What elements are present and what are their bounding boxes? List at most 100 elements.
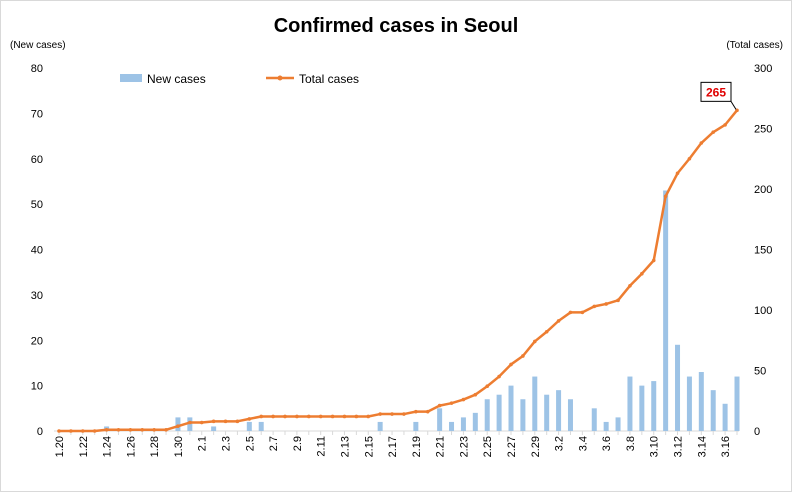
left-axis-tick-label: 30 [31, 290, 43, 302]
left-axis-tick-label: 20 [31, 335, 43, 347]
point-total-cases [354, 414, 359, 419]
point-total-cases [295, 414, 299, 419]
point-total-cases [663, 194, 668, 199]
point-total-cases [152, 427, 156, 432]
bar-new-cases [544, 394, 550, 431]
point-total-cases [69, 429, 73, 433]
bar-new-cases [508, 385, 514, 431]
x-axis-tick-label: 3.6 [601, 436, 613, 451]
data-callout-box [700, 81, 732, 102]
bar-new-cases [246, 421, 252, 431]
x-axis-tick-label: 2.5 [244, 436, 256, 451]
right-axis-tick-label: 50 [754, 366, 766, 378]
bar-new-cases [211, 426, 217, 431]
point-total-cases [568, 310, 573, 315]
right-axis-tick-label: 0 [754, 426, 760, 438]
point-total-cases [223, 419, 228, 424]
left-axis-tick-label: 80 [31, 63, 43, 75]
right-axis-label: (Total cases) [726, 40, 783, 51]
bar-new-cases [615, 417, 621, 431]
bar-new-cases [520, 399, 526, 431]
point-total-cases [580, 310, 585, 315]
point-total-cases [675, 171, 680, 176]
bar-new-cases [734, 376, 740, 431]
point-total-cases [57, 429, 61, 433]
bar-new-cases [591, 408, 597, 431]
bar-new-cases [449, 421, 455, 431]
point-total-cases [140, 427, 145, 432]
point-total-cases [735, 108, 739, 113]
point-total-cases [687, 156, 692, 161]
left-axis-tick-label: 10 [31, 381, 43, 393]
left-axis-tick-label: 40 [31, 245, 43, 257]
legend-swatch-new-cases [120, 74, 142, 82]
x-axis-tick-label: 2.7 [268, 436, 280, 451]
x-axis-tick-label: 2.29 [530, 436, 542, 457]
point-total-cases [164, 427, 168, 432]
x-axis-tick-label: 2.13 [339, 436, 351, 457]
point-total-cases [699, 141, 704, 145]
point-total-cases [176, 424, 180, 428]
bar-new-cases [437, 408, 443, 431]
point-total-cases [92, 429, 97, 433]
point-total-cases [342, 414, 347, 419]
point-total-cases [521, 354, 525, 358]
point-total-cases [235, 419, 240, 424]
left-axis-label: (New cases) [10, 40, 66, 51]
point-total-cases [414, 409, 418, 414]
x-axis-tick-label: 3.4 [577, 436, 589, 451]
x-axis-tick-label: 1.28 [149, 436, 161, 457]
point-total-cases [425, 409, 430, 414]
right-axis-tick-label: 300 [754, 63, 772, 75]
x-axis-tick-label: 2.23 [458, 436, 470, 457]
left-axis-tick-label: 50 [31, 199, 43, 211]
x-axis-tick-label: 2.1 [197, 436, 209, 451]
point-total-cases [604, 302, 608, 306]
bar-layer [104, 190, 740, 431]
point-total-cases [473, 392, 478, 397]
line-layer [57, 108, 739, 433]
data-callout: 265 [700, 81, 737, 110]
bar-new-cases [496, 394, 502, 431]
point-total-cases [651, 258, 656, 263]
point-total-cases [497, 374, 501, 379]
x-axis-tick-label: 2.15 [363, 436, 375, 457]
point-total-cases [461, 397, 466, 402]
bar-new-cases [258, 421, 264, 431]
point-total-cases [628, 284, 632, 288]
point-total-cases [616, 298, 620, 303]
point-total-cases [711, 130, 716, 134]
point-total-cases [366, 414, 371, 419]
point-total-cases [544, 329, 549, 334]
point-total-cases [259, 414, 264, 419]
x-axis-tick-label: 3.2 [554, 436, 566, 451]
bar-new-cases [413, 421, 419, 431]
bar-new-cases [472, 412, 478, 431]
x-axis-tick-label: 3.12 [673, 436, 685, 457]
point-total-cases [199, 420, 204, 425]
point-total-cases [271, 414, 275, 419]
point-total-cases [128, 427, 133, 432]
bar-new-cases [175, 417, 181, 431]
legend-label-total-cases: Total cases [299, 72, 359, 86]
chart-title: Confirmed cases in Seoul [274, 15, 519, 37]
point-total-cases [449, 401, 454, 405]
bar-new-cases [698, 372, 704, 431]
point-total-cases [532, 339, 537, 344]
point-total-cases [390, 412, 394, 416]
bar-new-cases [675, 344, 681, 431]
x-axis-tick-label: 1.24 [102, 436, 114, 457]
point-total-cases [556, 319, 561, 323]
point-total-cases [509, 362, 513, 367]
point-total-cases [485, 384, 490, 389]
x-axis-tick-label: 2.17 [387, 436, 399, 457]
bar-new-cases [651, 381, 657, 431]
point-total-cases [592, 304, 597, 309]
point-total-cases [188, 420, 192, 425]
x-axis-tick-label: 2.19 [411, 436, 423, 457]
bar-new-cases [484, 399, 490, 431]
bar-new-cases [460, 417, 466, 431]
x-axis-tick-label: 3.10 [649, 436, 661, 457]
